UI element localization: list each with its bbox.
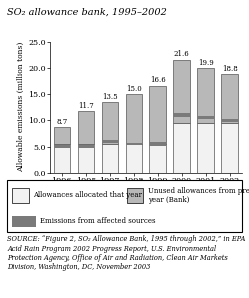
Text: 19.9: 19.9 xyxy=(198,59,213,67)
Bar xyxy=(12,188,29,203)
Text: 11.7: 11.7 xyxy=(78,102,94,110)
Bar xyxy=(12,216,36,227)
Text: 16.6: 16.6 xyxy=(150,77,166,84)
Bar xyxy=(102,144,118,173)
Bar xyxy=(78,145,94,148)
Bar xyxy=(197,123,214,173)
FancyBboxPatch shape xyxy=(7,180,242,232)
Bar xyxy=(174,114,190,117)
Bar xyxy=(221,123,238,173)
Bar xyxy=(149,86,166,144)
Text: SOURCE: “Figure 2, SO₂ Allowance Bank, 1995 through 2002,” in EPA
Acid Rain Prog: SOURCE: “Figure 2, SO₂ Allowance Bank, 1… xyxy=(7,235,246,271)
Y-axis label: Allowable emissions (million tons): Allowable emissions (million tons) xyxy=(17,42,25,173)
Text: Allowances allocated that year: Allowances allocated that year xyxy=(33,191,142,199)
Bar xyxy=(221,119,238,122)
Bar xyxy=(102,102,118,144)
Text: 18.8: 18.8 xyxy=(222,65,238,73)
Bar xyxy=(78,144,94,173)
Bar xyxy=(197,69,214,123)
Text: 21.6: 21.6 xyxy=(174,50,189,58)
Bar xyxy=(54,145,70,148)
Bar xyxy=(78,111,94,144)
Text: SO₂ allowance bank, 1995–2002: SO₂ allowance bank, 1995–2002 xyxy=(7,7,167,16)
Bar xyxy=(125,143,142,145)
Bar xyxy=(54,144,70,173)
Text: 8.7: 8.7 xyxy=(56,118,67,126)
Bar xyxy=(221,74,238,123)
Bar xyxy=(174,60,190,123)
Bar xyxy=(197,116,214,119)
Bar xyxy=(174,123,190,173)
Bar xyxy=(127,188,143,203)
Bar xyxy=(125,144,142,173)
Bar xyxy=(102,140,118,142)
Text: 13.5: 13.5 xyxy=(102,93,118,101)
Text: Unused allowances from previous
year (Bank): Unused allowances from previous year (Ba… xyxy=(148,187,249,204)
Bar xyxy=(125,94,142,144)
Bar xyxy=(149,144,166,173)
Bar xyxy=(54,127,70,144)
Text: Emissions from affected sources: Emissions from affected sources xyxy=(40,218,156,226)
Text: 15.0: 15.0 xyxy=(126,85,142,93)
Bar xyxy=(149,142,166,146)
